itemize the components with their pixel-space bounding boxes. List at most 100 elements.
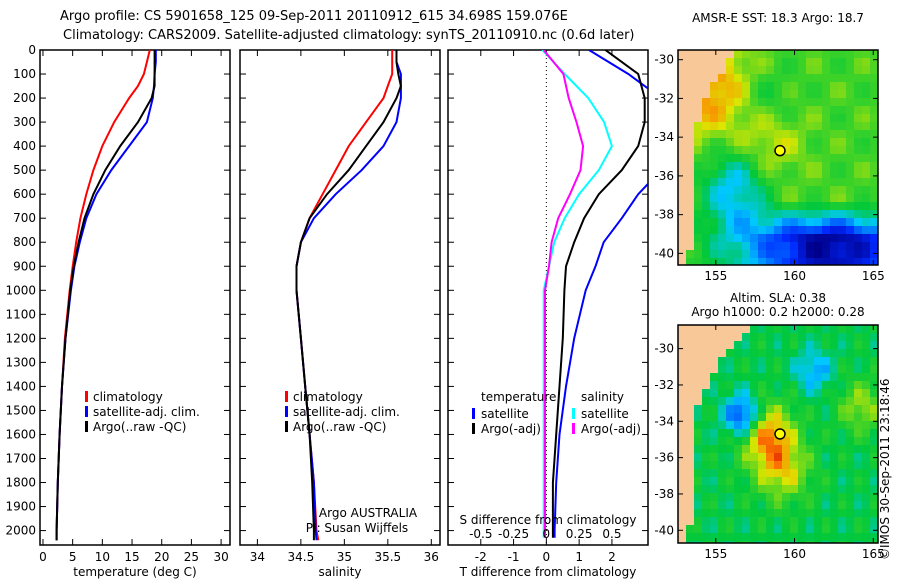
map-cell bbox=[766, 242, 774, 250]
map-cell bbox=[766, 178, 774, 186]
map-cell bbox=[758, 250, 766, 258]
map-cell bbox=[726, 389, 734, 397]
map-cell bbox=[710, 485, 718, 493]
map-cell bbox=[702, 258, 710, 265]
map-cell bbox=[678, 525, 686, 533]
map-cell bbox=[830, 525, 838, 533]
map-cell bbox=[734, 517, 742, 525]
map-cell bbox=[806, 202, 814, 210]
map-cell bbox=[798, 122, 806, 130]
map-cell bbox=[702, 186, 710, 194]
map-cell bbox=[862, 146, 870, 154]
map-cell bbox=[702, 389, 710, 397]
map-cell bbox=[782, 194, 790, 202]
map-cell bbox=[686, 114, 694, 122]
map-cell bbox=[822, 445, 830, 453]
map-cell bbox=[822, 234, 830, 242]
map-cell bbox=[814, 533, 822, 541]
map-cell bbox=[822, 146, 830, 154]
map-cell bbox=[718, 381, 726, 389]
map-cell bbox=[694, 106, 702, 114]
map-cell bbox=[838, 501, 846, 509]
map-cell bbox=[766, 541, 774, 543]
map-cell bbox=[774, 405, 782, 413]
title-line-2: Climatology: CARS2009. Satellite-adjuste… bbox=[63, 28, 635, 43]
map-cell bbox=[846, 82, 854, 90]
map-cell bbox=[870, 445, 878, 453]
map-cell bbox=[686, 170, 694, 178]
map-cell bbox=[686, 218, 694, 226]
map-cell bbox=[822, 154, 830, 162]
map-cell bbox=[814, 357, 822, 365]
map-cell bbox=[702, 226, 710, 234]
map-cell bbox=[782, 341, 790, 349]
map-cell bbox=[854, 525, 862, 533]
map-cell bbox=[718, 114, 726, 122]
map-cell bbox=[710, 218, 718, 226]
map-cell bbox=[726, 381, 734, 389]
map-cell bbox=[718, 218, 726, 226]
map-cell bbox=[798, 445, 806, 453]
map-cell bbox=[830, 381, 838, 389]
map-cell bbox=[846, 202, 854, 210]
map-cell bbox=[774, 122, 782, 130]
map-cell bbox=[726, 242, 734, 250]
map-cell bbox=[782, 154, 790, 162]
map-cell bbox=[846, 533, 854, 541]
map-cell bbox=[750, 517, 758, 525]
map-cell bbox=[734, 146, 742, 154]
map-cell bbox=[750, 138, 758, 146]
map-cell bbox=[814, 90, 822, 98]
x-tick-label: -2 bbox=[475, 550, 487, 564]
y-tick-label: 1600 bbox=[5, 427, 36, 441]
map-cell bbox=[694, 74, 702, 82]
map-cell bbox=[726, 210, 734, 218]
x-tick-label: 165 bbox=[862, 269, 885, 283]
map-cell bbox=[766, 194, 774, 202]
map-cell bbox=[694, 242, 702, 250]
map-cell bbox=[862, 437, 870, 445]
map-cell bbox=[846, 66, 854, 74]
map-cell bbox=[782, 138, 790, 146]
map-cell bbox=[798, 130, 806, 138]
map-cell bbox=[734, 82, 742, 90]
map-cell bbox=[678, 349, 686, 357]
map-cell bbox=[702, 242, 710, 250]
legend-label: satellite bbox=[481, 407, 529, 421]
map-cell bbox=[758, 421, 766, 429]
map-cell bbox=[798, 349, 806, 357]
map-cell bbox=[806, 349, 814, 357]
map-cell bbox=[870, 226, 878, 234]
map-cell bbox=[814, 58, 822, 66]
map-cell bbox=[726, 373, 734, 381]
map-cell bbox=[734, 509, 742, 517]
map-cell bbox=[798, 90, 806, 98]
map-cell bbox=[766, 186, 774, 194]
map-cell bbox=[862, 365, 870, 373]
map-cell bbox=[702, 341, 710, 349]
map-cell bbox=[774, 517, 782, 525]
map-cell bbox=[846, 50, 854, 58]
map-cell bbox=[846, 98, 854, 106]
map-cell bbox=[710, 114, 718, 122]
map-cell bbox=[790, 509, 798, 517]
map-cell bbox=[742, 82, 750, 90]
map-cell bbox=[710, 461, 718, 469]
map-cell bbox=[742, 138, 750, 146]
map-frame bbox=[677, 324, 879, 544]
map-cell bbox=[718, 525, 726, 533]
map-cell bbox=[718, 429, 726, 437]
map-cell bbox=[726, 146, 734, 154]
map-cell bbox=[838, 210, 846, 218]
map-cell bbox=[710, 445, 718, 453]
map-cell bbox=[766, 250, 774, 258]
map-cell bbox=[854, 194, 862, 202]
map-cell bbox=[758, 202, 766, 210]
map-cell bbox=[830, 421, 838, 429]
map-cell bbox=[750, 130, 758, 138]
map-cell bbox=[870, 349, 878, 357]
map-cell bbox=[718, 437, 726, 445]
map-cell bbox=[782, 114, 790, 122]
map-cell bbox=[806, 66, 814, 74]
map-cell bbox=[838, 397, 846, 405]
